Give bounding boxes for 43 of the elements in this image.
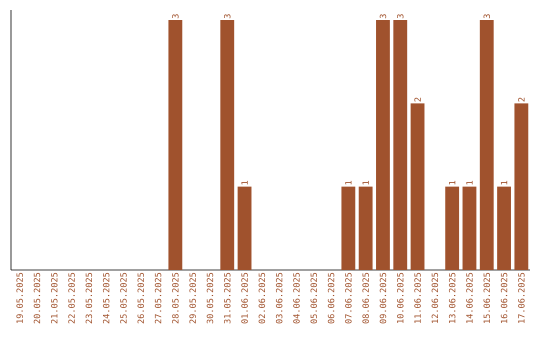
data-label: 3 (380, 14, 386, 18)
x-tick-label: 25.05.2025 (120, 272, 127, 324)
x-tick-label: 09.06.2025 (380, 272, 386, 324)
x-tick-label: 21.05.2025 (51, 272, 58, 324)
x-tick-label: 10.06.2025 (397, 272, 404, 323)
x-tick-label: 02.06.2025 (258, 272, 266, 324)
x-tick-label: 22.05.2025 (68, 272, 75, 324)
data-label: 3 (172, 14, 179, 18)
x-tick-label: 05.06.2025 (310, 272, 318, 324)
x-tick-label: 28.05.2025 (172, 272, 179, 324)
x-tick-label: 23.05.2025 (86, 272, 92, 324)
x-tick-label: 27.05.2025 (154, 272, 162, 324)
data-label: 1 (241, 180, 248, 184)
x-tick-label: 24.05.2025 (102, 272, 110, 324)
x-tick-label: 12.06.2025 (432, 272, 438, 323)
x-tick-label: 20.05.2025 (34, 272, 40, 324)
data-label: 1 (345, 180, 352, 184)
x-tick-label: 31.05.2025 (224, 272, 231, 324)
x-tick-label: 30.05.2025 (206, 272, 214, 324)
data-label: 2 (414, 98, 421, 102)
x-tick-label: 07.06.2025 (345, 272, 352, 324)
x-tick-label: 06.06.2025 (328, 272, 334, 324)
x-tick-label: 04.06.2025 (293, 272, 300, 324)
data-label: 3 (224, 14, 231, 18)
x-tick-label: 26.05.2025 (138, 272, 144, 324)
x-tick-label: 19.05.2025 (16, 272, 23, 323)
data-label: 2 (518, 98, 525, 102)
x-tick-label: 08.06.2025 (362, 272, 369, 324)
x-tick-label: 17.06.2025 (518, 272, 525, 323)
x-tick-label: 14.06.2025 (466, 272, 473, 323)
x-tick-label: 11.06.2025 (414, 272, 421, 323)
data-label: 3 (397, 14, 404, 18)
data-label: 1 (449, 180, 456, 184)
x-tick-label: 29.05.2025 (189, 272, 196, 324)
data-label: 1 (362, 180, 369, 184)
x-tick-label: 13.06.2025 (448, 272, 456, 323)
x-tick-label: 15.06.2025 (484, 272, 490, 323)
data-label: 1 (466, 180, 473, 184)
x-tick-label: 01.06.2025 (241, 272, 248, 324)
data-label: 1 (500, 180, 508, 184)
x-tick-label: 16.06.2025 (500, 272, 508, 323)
x-tick-label: 03.06.2025 (276, 272, 282, 324)
data-label: 3 (484, 14, 490, 18)
